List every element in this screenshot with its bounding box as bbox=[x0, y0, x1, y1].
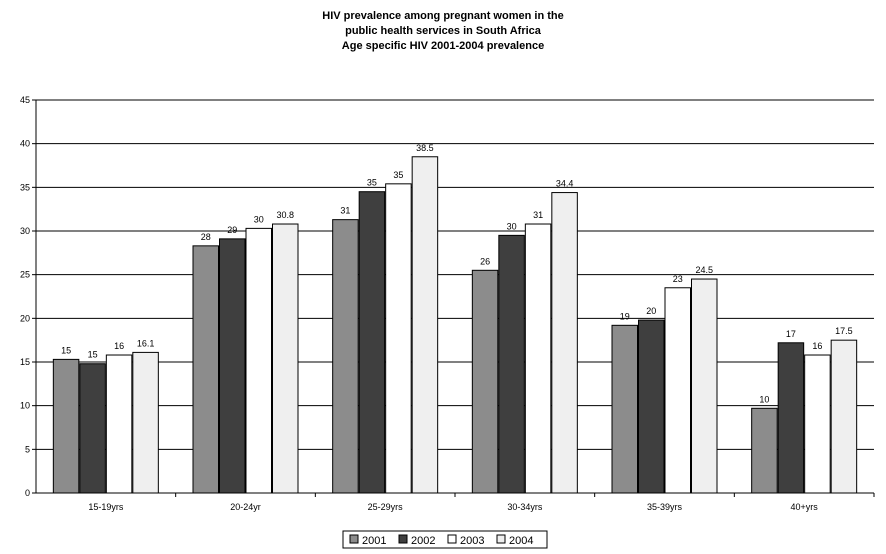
legend-swatch-2002 bbox=[398, 534, 408, 544]
bar-2004-4 bbox=[691, 278, 718, 494]
data-label: 28 bbox=[201, 232, 211, 242]
data-label: 31 bbox=[340, 206, 350, 216]
bar-2002-4 bbox=[638, 319, 665, 494]
bar-2002-3 bbox=[498, 234, 525, 494]
y-tick-label: 5 bbox=[25, 444, 30, 454]
data-label: 17.5 bbox=[835, 326, 853, 336]
y-tick-label: 30 bbox=[20, 226, 30, 236]
y-tick-label: 10 bbox=[20, 401, 30, 411]
data-label: 26 bbox=[480, 256, 490, 266]
x-tick-label: 15-19yrs bbox=[88, 502, 124, 512]
bar-2003-1 bbox=[245, 227, 272, 494]
bar-2004-3 bbox=[551, 192, 578, 494]
bar-2002-2 bbox=[358, 191, 386, 494]
chart-title-line-1: HIV prevalence among pregnant women in t… bbox=[322, 10, 564, 22]
legend-box bbox=[342, 530, 548, 549]
data-label: 35 bbox=[367, 178, 377, 188]
bar-2003-3 bbox=[524, 223, 552, 494]
bar-2004-2 bbox=[411, 156, 439, 494]
bar-2004-0 bbox=[132, 351, 159, 494]
bar-2002-5 bbox=[777, 342, 805, 494]
bar-2004-1 bbox=[272, 223, 299, 494]
legend-label-2003: 2003 bbox=[460, 535, 484, 547]
bar-2001-0 bbox=[52, 358, 80, 494]
x-tick-label: 30-34yrs bbox=[507, 502, 543, 512]
bar-2001-3 bbox=[471, 269, 499, 494]
bar-2001-2 bbox=[332, 219, 359, 494]
bar-2001-1 bbox=[192, 245, 219, 494]
data-label: 20 bbox=[646, 306, 656, 316]
data-label: 30 bbox=[254, 214, 264, 224]
x-tick-label: 40+yrs bbox=[791, 502, 819, 512]
legend-label-2002: 2002 bbox=[411, 535, 435, 547]
data-label: 16 bbox=[114, 341, 124, 351]
data-label: 31 bbox=[533, 210, 543, 220]
data-label: 15 bbox=[61, 345, 71, 355]
chart-title-line-2: public health services in South Africa bbox=[345, 25, 541, 37]
legend-swatch-2004 bbox=[496, 534, 506, 544]
bar-2001-4 bbox=[611, 324, 638, 494]
y-tick-label: 40 bbox=[20, 139, 30, 149]
x-tick-label: 35-39yrs bbox=[647, 502, 683, 512]
data-label: 23 bbox=[673, 274, 683, 284]
legend-swatch-2001 bbox=[349, 534, 359, 544]
data-label: 34.4 bbox=[556, 179, 574, 189]
data-label: 24.5 bbox=[695, 265, 713, 275]
legend-label-2004: 2004 bbox=[509, 535, 533, 547]
bar-2002-0 bbox=[79, 363, 106, 494]
bar-2003-2 bbox=[385, 183, 412, 494]
data-label: 38.5 bbox=[416, 143, 434, 153]
bar-2003-5 bbox=[804, 354, 831, 494]
x-tick-label: 20-24yr bbox=[230, 502, 261, 512]
data-label: 29 bbox=[227, 225, 237, 235]
bar-2003-0 bbox=[105, 354, 133, 494]
data-label: 30.8 bbox=[276, 210, 294, 220]
bar-2004-5 bbox=[830, 339, 858, 494]
y-tick-label: 35 bbox=[20, 182, 30, 192]
y-tick-label: 45 bbox=[20, 95, 30, 105]
data-label: 15 bbox=[88, 350, 98, 360]
data-label: 10 bbox=[759, 394, 769, 404]
data-label: 30 bbox=[507, 221, 517, 231]
legend-label-2001: 2001 bbox=[362, 535, 386, 547]
bar-2003-4 bbox=[664, 287, 691, 494]
data-label: 16.1 bbox=[137, 338, 155, 348]
x-tick-label: 25-29yrs bbox=[368, 502, 404, 512]
data-label: 16 bbox=[812, 341, 822, 351]
data-label: 17 bbox=[786, 329, 796, 339]
y-tick-label: 0 bbox=[25, 488, 30, 498]
data-label: 19 bbox=[620, 311, 630, 321]
y-tick-label: 20 bbox=[20, 313, 30, 323]
data-label: 35 bbox=[393, 170, 403, 180]
y-tick-label: 25 bbox=[20, 270, 30, 280]
y-tick-label: 15 bbox=[20, 357, 30, 367]
bar-2001-5 bbox=[751, 407, 778, 494]
bar-2002-1 bbox=[219, 238, 246, 494]
chart-title-line-3: Age specific HIV 2001-2004 prevalence bbox=[341, 40, 545, 52]
legend-swatch-2003 bbox=[447, 534, 457, 544]
